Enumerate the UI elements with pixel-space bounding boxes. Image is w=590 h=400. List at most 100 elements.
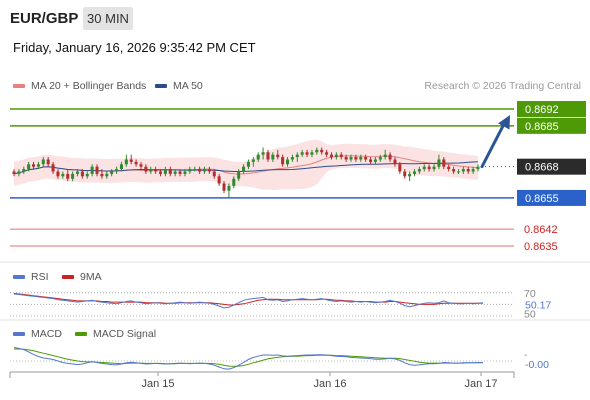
legend-ma50: MA 50: [155, 80, 203, 92]
rsi-current-value: 50.17: [525, 299, 551, 311]
candle-body: [115, 169, 119, 172]
candle-body: [334, 154, 338, 158]
candle-body: [271, 154, 275, 160]
candle-body: [149, 169, 153, 172]
candle-body: [134, 161, 138, 165]
macd-current-value: -0.00: [525, 359, 549, 371]
candle-body: [349, 157, 353, 160]
legend-rsi-ma: 9MA: [62, 271, 102, 283]
ma20-swatch: [13, 84, 25, 89]
candle-body: [305, 152, 309, 155]
candle-body: [193, 169, 197, 171]
candle-body: [80, 171, 84, 177]
x-tick-label: Jan 17: [464, 378, 497, 390]
candle-body: [227, 185, 231, 191]
candle-body: [27, 164, 31, 170]
candle-body: [329, 154, 333, 158]
candle-body: [461, 169, 465, 172]
candle-body: [66, 173, 70, 179]
candle-body: [300, 152, 304, 155]
candle-body: [139, 164, 143, 167]
candle-body: [110, 171, 114, 174]
candle-body: [408, 173, 412, 177]
rsi-swatch: [13, 275, 25, 280]
candle-body: [383, 154, 387, 158]
legend-rsi: RSI: [13, 271, 49, 283]
candle-body: [168, 169, 172, 174]
candle-body: [90, 166, 94, 174]
candle-body: [398, 164, 402, 172]
current-price-label: 0.8668: [525, 162, 559, 174]
macd-signal-swatch: [75, 332, 87, 337]
candle-body: [12, 171, 16, 174]
candle-body: [251, 159, 255, 162]
support-level-label: 0.8642: [524, 224, 558, 236]
candle-body: [51, 164, 55, 172]
candle-body: [56, 171, 60, 177]
candle-body: [393, 159, 397, 165]
candle-body: [281, 157, 285, 165]
candle-body: [119, 164, 123, 170]
candle-body: [437, 159, 441, 167]
candle-body: [256, 154, 260, 160]
candle-body: [22, 169, 26, 172]
candle-body: [286, 159, 290, 165]
resistance-level-tag: [517, 117, 586, 134]
pivot-level-tag: [517, 189, 586, 206]
x-tick-label: Jan 16: [313, 378, 346, 390]
resistance-level-label: 0.8685: [525, 121, 559, 133]
candle-body: [198, 169, 202, 172]
macd-tick: -: [524, 349, 528, 361]
candle-body: [232, 178, 236, 186]
candle-body: [105, 173, 109, 177]
candle-body: [159, 171, 163, 174]
candle-body: [339, 154, 343, 158]
candle-body: [85, 173, 89, 177]
candle-body: [456, 171, 460, 173]
candle-body: [188, 169, 192, 172]
candle-body: [359, 157, 363, 160]
legend-rsi-ma-label: 9MA: [80, 271, 102, 283]
candle-body: [466, 169, 470, 172]
projection-arrow-head: [498, 115, 510, 130]
candle-body: [178, 171, 182, 174]
legend-macd-label: MACD: [31, 328, 62, 340]
timeframe-button[interactable]: 30 MIN: [83, 7, 133, 30]
candle-body: [95, 166, 99, 174]
candle-body: [242, 166, 246, 172]
candle-body: [476, 166, 480, 170]
candle-body: [364, 157, 368, 160]
candle-body: [310, 152, 314, 155]
rsi-ma-swatch: [62, 275, 74, 280]
resistance-level-label: 0.8692: [525, 104, 559, 116]
candle-body: [320, 149, 324, 153]
ma50-swatch: [155, 84, 167, 89]
pivot-level-label: 0.8655: [525, 193, 559, 205]
candle-body: [246, 161, 250, 167]
candle-body: [295, 154, 299, 158]
candle-body: [217, 176, 221, 184]
macd-line: [13, 347, 483, 370]
candle-body: [471, 169, 475, 172]
candle-body: [61, 173, 65, 177]
candle-body: [212, 171, 216, 177]
candle-body: [427, 166, 431, 170]
candle-body: [403, 171, 407, 177]
candle-body: [378, 157, 382, 160]
candle-body: [202, 169, 206, 172]
rsi-tick-50: 50: [524, 308, 536, 320]
rsi-tick-70: 70: [524, 288, 536, 300]
candle-body: [442, 159, 446, 167]
candle-body: [71, 173, 75, 179]
candle-body: [144, 166, 148, 172]
legend-ma20: MA 20 + Bollinger Bands: [13, 80, 146, 92]
legend-rsi-label: RSI: [31, 271, 49, 283]
candle-body: [124, 159, 128, 165]
support-level-label: 0.8635: [524, 241, 558, 253]
credit-text: Research © 2026 Trading Central: [424, 80, 581, 92]
candle-body: [447, 166, 451, 170]
candle-body: [41, 159, 45, 165]
rsi-ma-line: [13, 292, 483, 306]
candle-body: [388, 154, 392, 160]
